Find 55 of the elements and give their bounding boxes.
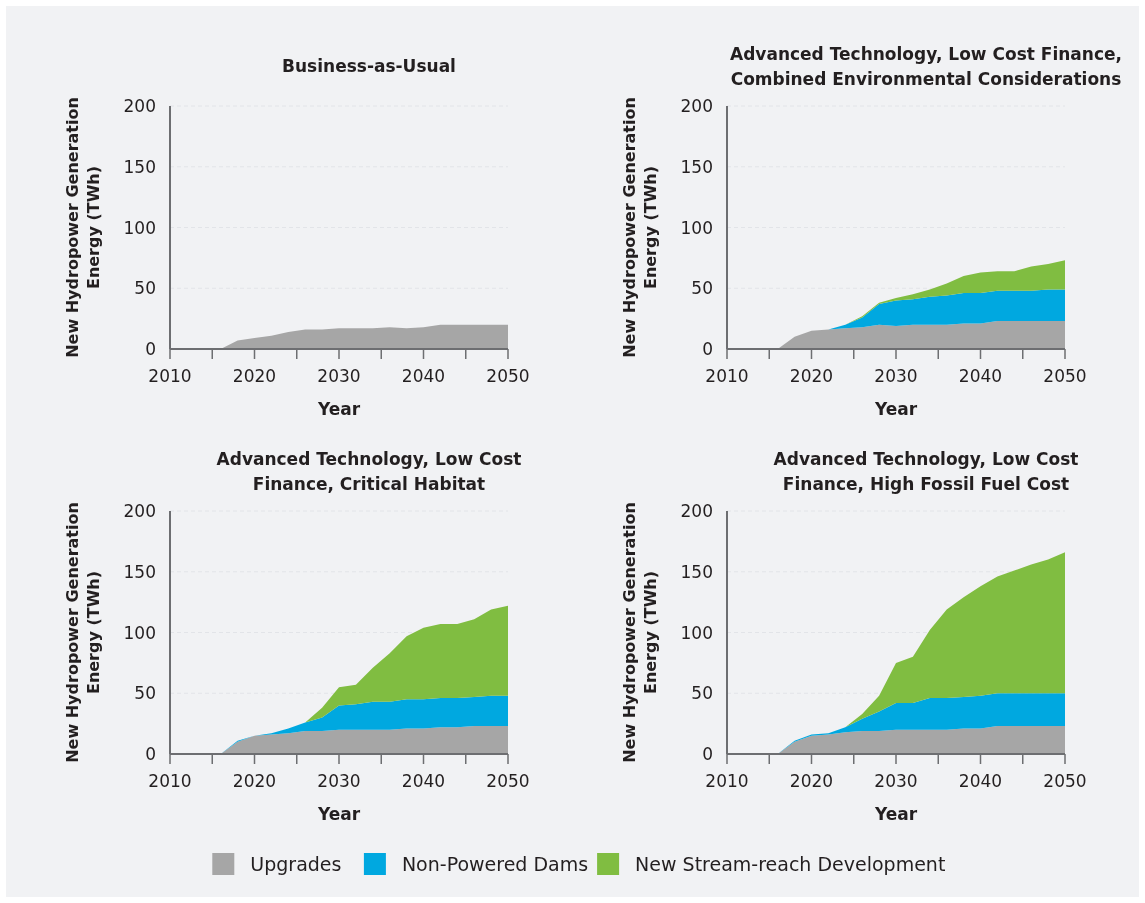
legend-label: New Stream-reach Development (635, 853, 946, 875)
y-tick-label: 100 (123, 622, 156, 643)
x-tick-label: 2010 (705, 366, 749, 386)
x-tick-label: 2020 (232, 771, 277, 791)
x-axis-title: Year (316, 399, 361, 419)
x-axis-title: Year (873, 804, 918, 824)
y-tick-label: 50 (691, 683, 713, 704)
y-tick-label: 50 (134, 278, 156, 299)
x-tick-label: 2030 (317, 366, 361, 386)
y-tick-label: 200 (680, 501, 713, 521)
y-tick-label: 0 (145, 339, 156, 359)
legend-label: Non-Powered Dams (401, 853, 589, 875)
x-tick-label: 2040 (958, 366, 1003, 386)
x-tick-label: 2030 (874, 771, 918, 791)
y-tick-label: 0 (145, 744, 156, 764)
y-tick-label: 200 (123, 96, 156, 116)
y-tick-label: 100 (123, 217, 156, 238)
y-tick-label: 0 (702, 339, 713, 359)
x-tick-label: 2040 (401, 366, 446, 386)
y-tick-label: 0 (702, 744, 713, 764)
x-tick-label: 2050 (486, 366, 530, 386)
chart-title: Advanced Technology, Low Cost Finance, Critical Habitat (216, 449, 522, 494)
x-tick-label: 2040 (958, 771, 1003, 791)
x-tick-label: 2050 (486, 771, 530, 791)
x-tick-label: 2050 (1043, 366, 1087, 386)
y-tick-label: 200 (123, 501, 156, 521)
x-tick-label: 2020 (232, 366, 277, 386)
chart-title: Business-as-Usual (282, 56, 456, 76)
legend-label: Upgrades (250, 853, 342, 875)
chart-title: Advanced Technology, Low Cost Finance, Combined Environmental Considerations (730, 44, 1122, 89)
y-axis-title: New Hydropower Generation Energy (TWh) (620, 97, 660, 358)
x-tick-label: 2020 (789, 771, 834, 791)
x-axis-title: Year (873, 399, 918, 419)
x-axis-title: Year (316, 804, 361, 824)
x-tick-label: 2030 (317, 771, 361, 791)
y-tick-label: 150 (680, 156, 713, 177)
y-tick-label: 100 (680, 622, 713, 643)
y-axis-title: New Hydropower Generation Energy (TWh) (63, 502, 103, 763)
x-tick-label: 2050 (1043, 771, 1087, 791)
y-tick-label: 150 (123, 156, 156, 177)
y-tick-label: 50 (134, 683, 156, 704)
x-tick-label: 2030 (874, 366, 918, 386)
y-tick-label: 100 (680, 217, 713, 238)
x-tick-label: 2010 (148, 771, 192, 791)
x-tick-label: 2010 (148, 366, 192, 386)
y-axis-title: New Hydropower Generation Energy (TWh) (63, 97, 103, 358)
x-tick-label: 2040 (401, 771, 446, 791)
chart-title: Advanced Technology, Low Cost Finance, High Fossil Fuel Cost (773, 449, 1079, 494)
y-axis-title: New Hydropower Generation Energy (TWh) (620, 502, 660, 763)
y-tick-label: 150 (680, 561, 713, 582)
y-tick-label: 200 (680, 96, 713, 116)
y-tick-label: 50 (691, 278, 713, 299)
x-tick-label: 2010 (705, 771, 749, 791)
y-tick-label: 150 (123, 561, 156, 582)
x-tick-label: 2020 (789, 366, 834, 386)
